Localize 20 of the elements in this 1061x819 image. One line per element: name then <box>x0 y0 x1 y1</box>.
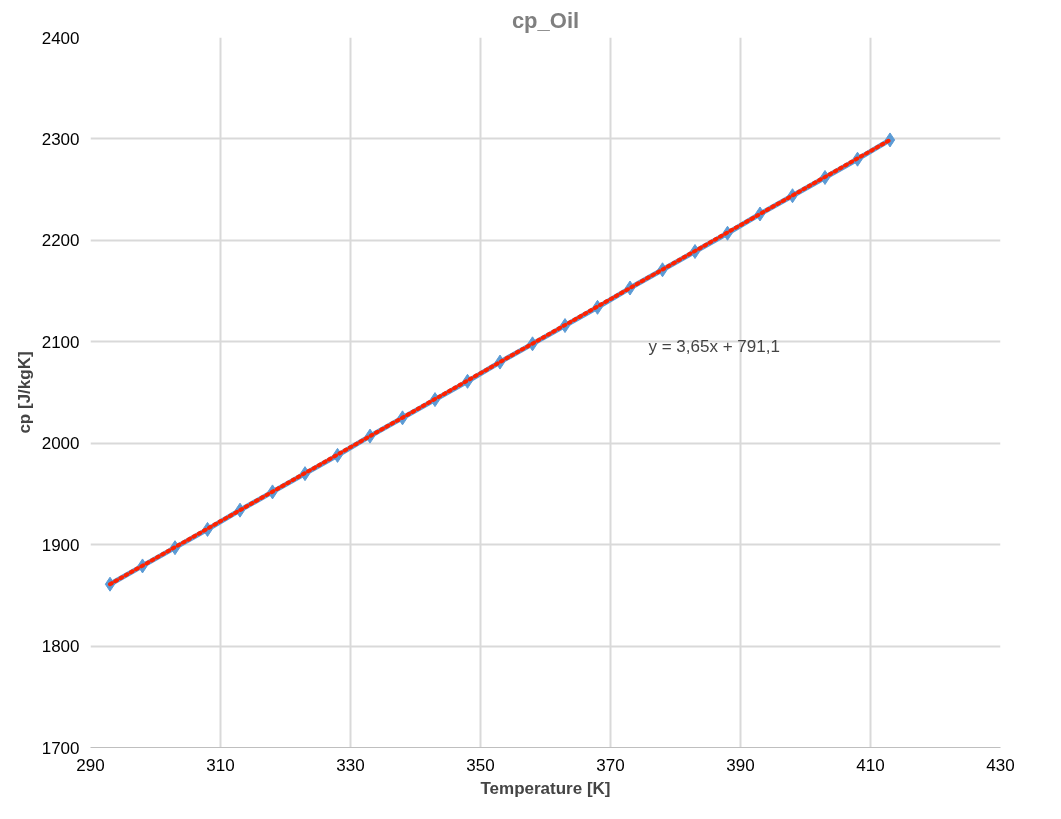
y-tick-label: 1700 <box>41 738 80 758</box>
y-tick-label: 1900 <box>41 535 80 555</box>
x-tick-label: 370 <box>596 755 625 775</box>
annotation: y = 3,65x + 791,1 <box>648 336 780 356</box>
y-tick-label: 2200 <box>41 231 80 251</box>
x-axis-title: Temperature [K] <box>480 778 611 798</box>
y-tick-label: 2100 <box>41 332 80 352</box>
x-tick-label: 430 <box>986 755 1015 775</box>
x-tick-label: 330 <box>336 755 365 775</box>
x-tick-label: 410 <box>856 755 885 775</box>
x-tick-label: 310 <box>206 755 235 775</box>
y-tick-label: 2300 <box>41 129 80 149</box>
x-tick-label: 390 <box>726 755 755 775</box>
chart-title: cp_Oil <box>511 7 580 33</box>
y-tick-label: 2000 <box>41 434 80 454</box>
y-axis-title: cp [J/kgK] <box>14 351 34 434</box>
x-tick-label: 350 <box>466 755 495 775</box>
y-tick-label: 2400 <box>41 28 80 48</box>
y-tick-label: 1800 <box>41 637 80 657</box>
x-tick-label: 290 <box>76 755 105 775</box>
